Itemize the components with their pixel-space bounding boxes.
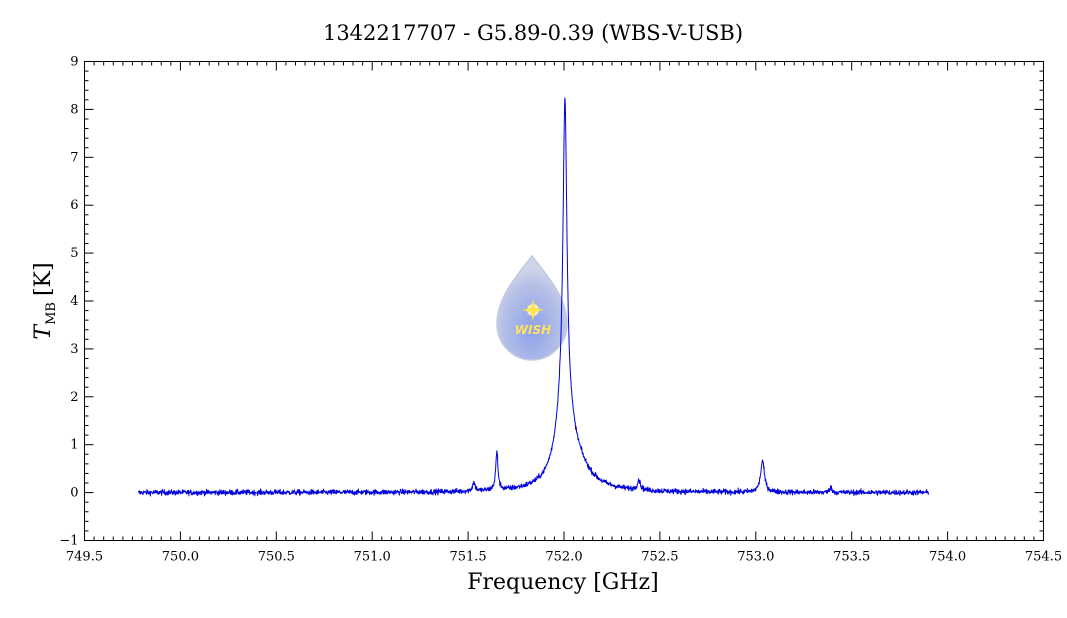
y-tick-label: 6 <box>70 198 78 213</box>
y-tick-label: 4 <box>70 294 78 309</box>
y-tick-label: 8 <box>70 102 78 117</box>
y-tick-label: 0 <box>70 486 78 501</box>
y-tick-label: 7 <box>70 150 78 165</box>
y-tick-label: 3 <box>70 342 78 357</box>
y-axis-label-main: T <box>31 323 56 340</box>
x-tick-label: 751.0 <box>354 550 391 565</box>
x-tick-label: 754.5 <box>1025 550 1062 565</box>
y-tick-label: 9 <box>70 55 78 70</box>
x-tick-label: 753.0 <box>737 550 774 565</box>
x-tick-label: 752.5 <box>641 550 678 565</box>
y-axis-label: TMB [K] <box>31 262 59 339</box>
star-icon <box>522 299 544 321</box>
y-tick-label: 1 <box>70 438 78 453</box>
x-tick-label: 752.0 <box>545 550 582 565</box>
chart-title: 1342217707 - G5.89-0.39 (WBS-V-USB) <box>323 21 743 45</box>
logo-text: WISH <box>515 323 551 337</box>
logo: WISH <box>496 254 568 361</box>
x-tick-label: 751.5 <box>449 550 486 565</box>
x-tick-label: 753.5 <box>833 550 870 565</box>
y-tick-label: 2 <box>70 390 78 405</box>
x-tick-label: 754.0 <box>929 550 966 565</box>
y-tick-label: −1 <box>59 534 78 549</box>
y-axis: −1 0 1 2 3 4 5 6 7 8 9 <box>59 55 1044 549</box>
svg-text:TMB[K]: TMB [K] <box>31 262 59 339</box>
x-tick-label: 750.5 <box>258 550 295 565</box>
x-tick-label: 749.5 <box>66 550 103 565</box>
x-axis: 749.5 750.0 750.5 751.0 751.5 752.0 752.5 753.0… <box>66 61 1062 565</box>
y-axis-label-unit: [K] <box>31 262 56 296</box>
plot-frame <box>84 61 1044 541</box>
spectrum-line <box>137 97 929 497</box>
y-tick-label: 5 <box>70 246 78 261</box>
x-tick-label: 750.0 <box>162 550 199 565</box>
y-axis-label-sub: MB <box>44 302 59 325</box>
x-axis-label: Frequency [GHz] <box>467 570 659 595</box>
